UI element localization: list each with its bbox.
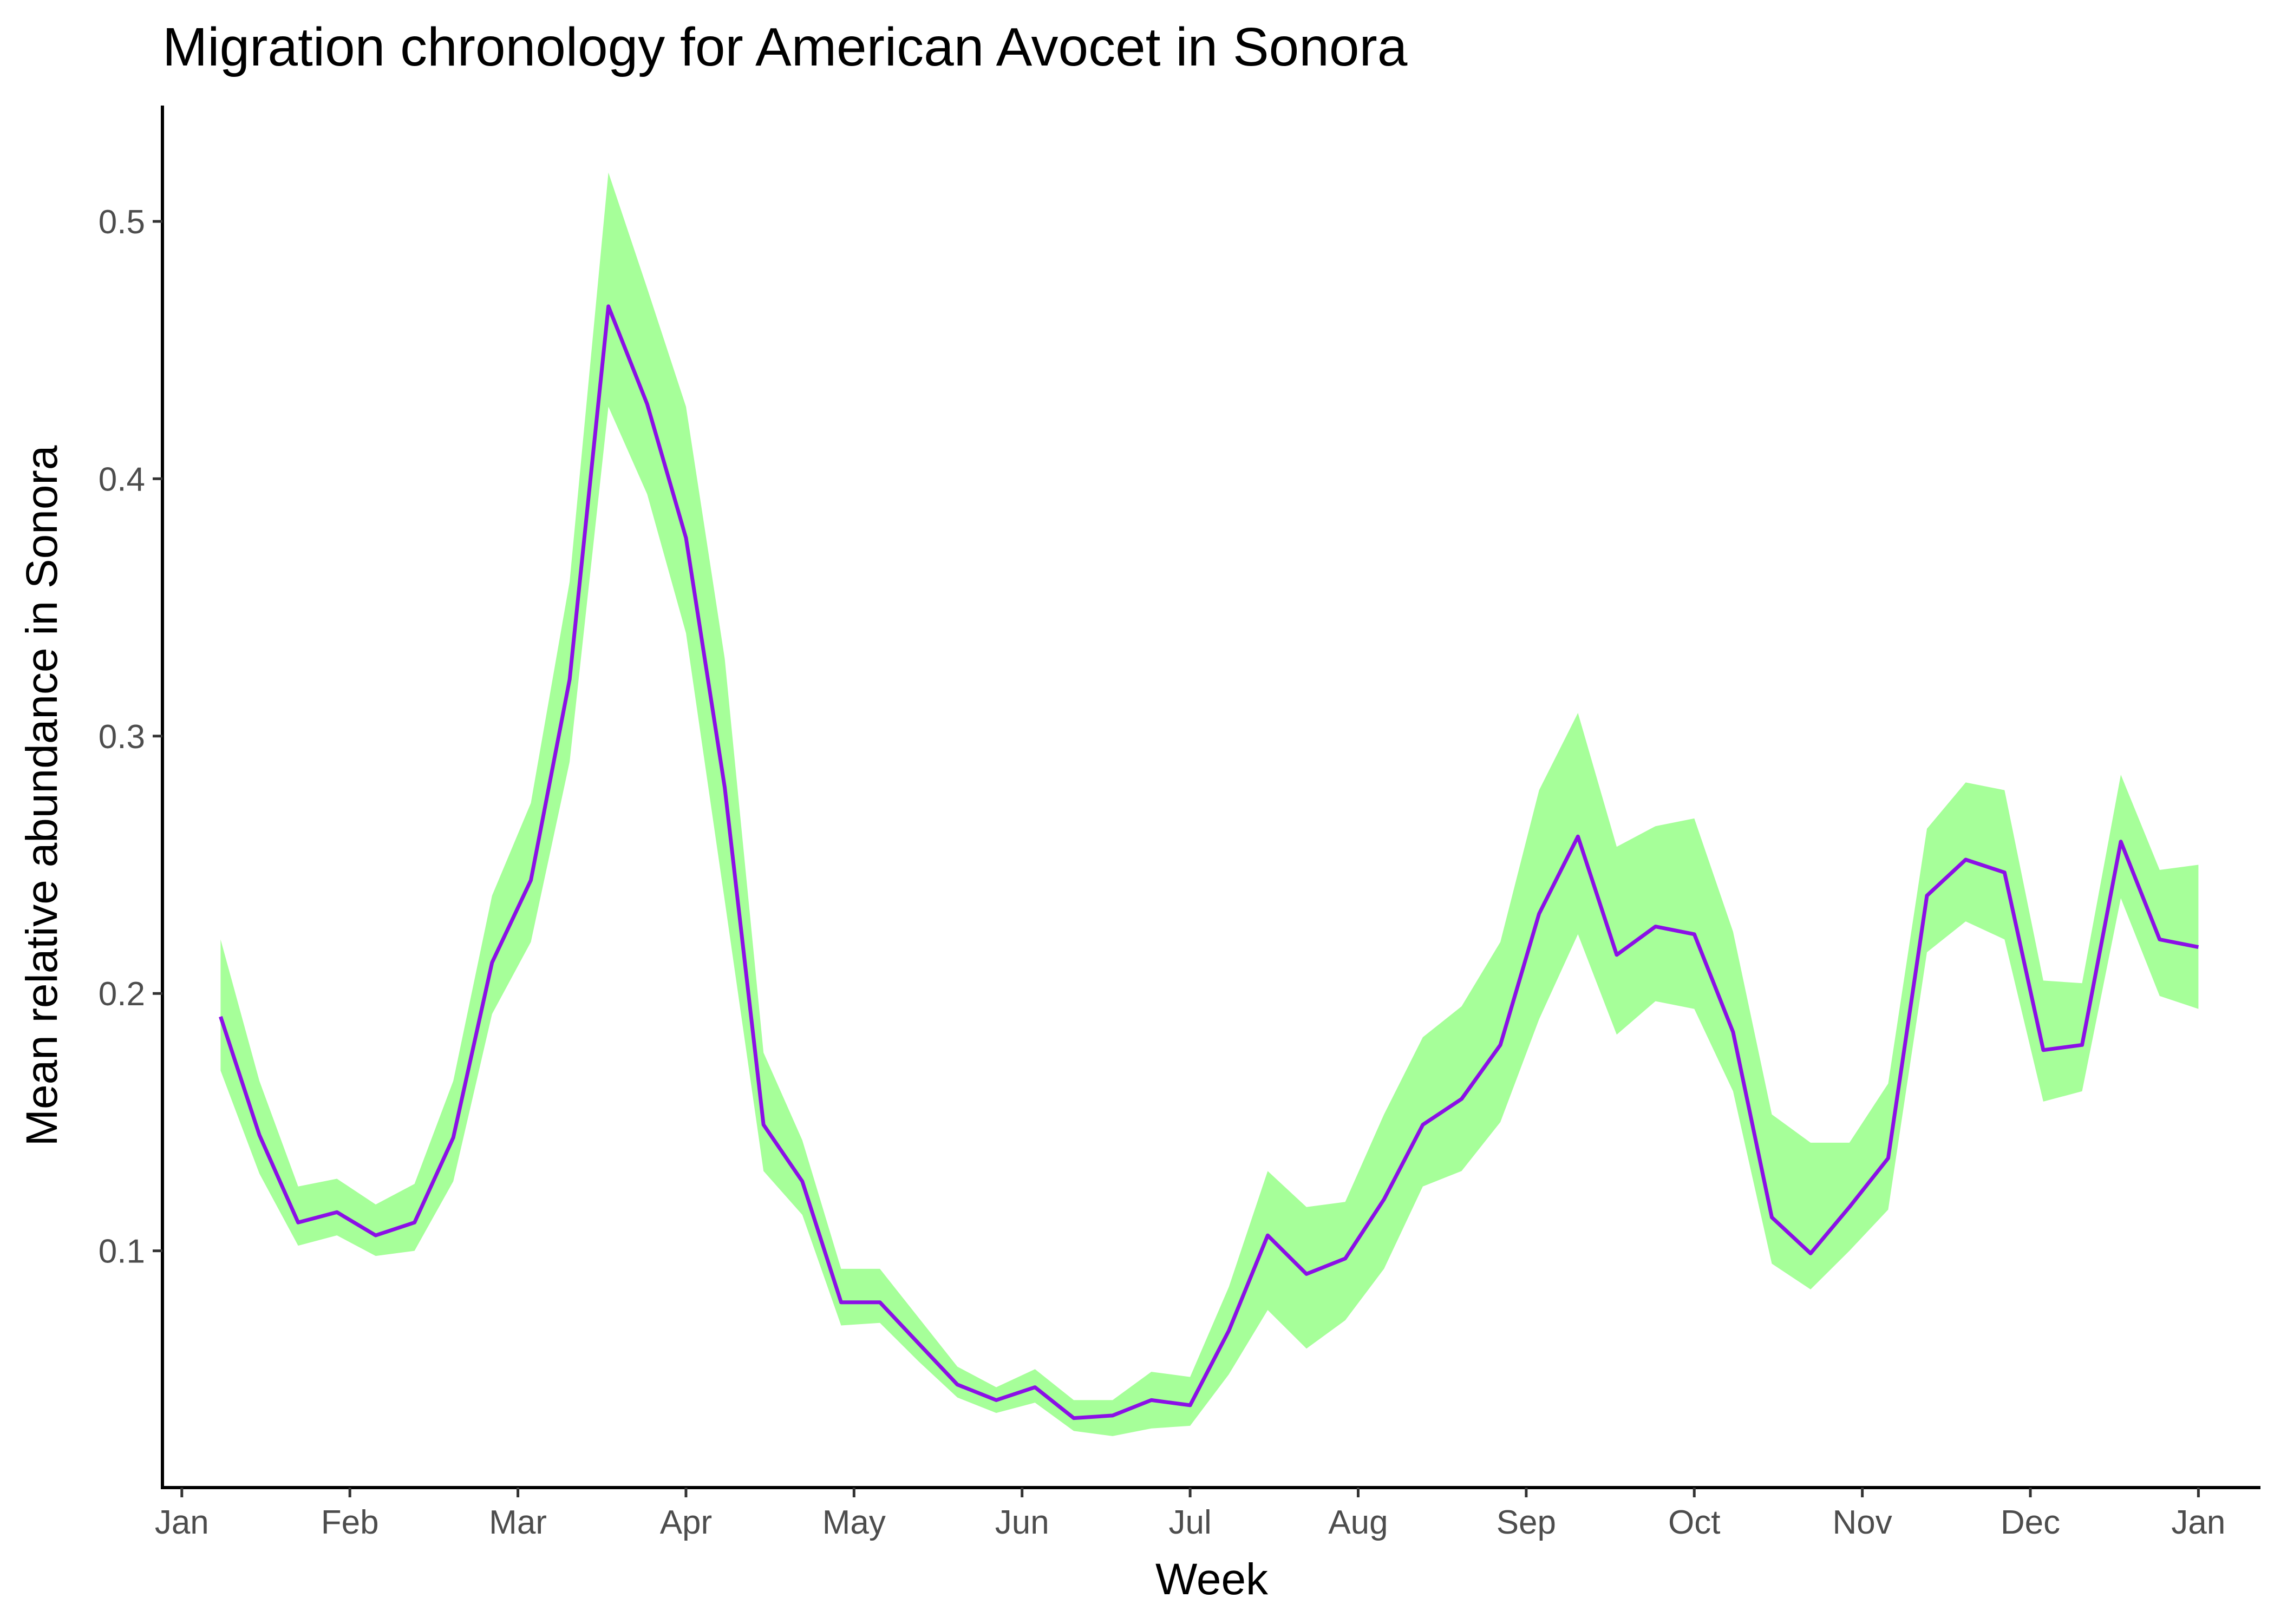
x-tick-label: Nov [1833, 1504, 1892, 1541]
x-tick-label: Feb [321, 1504, 379, 1541]
y-tick-label: 0.1 [99, 1233, 145, 1271]
x-axis-title: Week [1155, 1555, 1269, 1604]
x-tick-label: Jul [1168, 1504, 1211, 1541]
x-tick-label: Mar [489, 1504, 547, 1541]
x-tick-label: May [822, 1504, 886, 1541]
x-tick-label: Aug [1328, 1504, 1388, 1541]
x-tick-label: Jan [2171, 1504, 2225, 1541]
x-axis-ticks: Jan Feb Mar Apr May Jun Jul Aug Sep Oct Nov Dec Jan [155, 1488, 2225, 1541]
chart-title: Migration chronology for American Avocet… [162, 17, 1408, 77]
y-tick-label: 0.4 [99, 461, 145, 498]
x-tick-label: Dec [2001, 1504, 2060, 1541]
x-tick-label: Jan [155, 1504, 209, 1541]
confidence-band [220, 172, 2199, 1436]
y-axis-ticks: 0.1 0.2 0.3 0.4 0.5 [99, 204, 162, 1271]
y-axis-title: Mean relative abundance in Sonora [17, 445, 67, 1146]
x-tick-label: Apr [660, 1504, 712, 1541]
y-tick-label: 0.2 [99, 975, 145, 1013]
x-tick-label: Oct [1668, 1504, 1720, 1541]
y-tick-label: 0.5 [99, 204, 145, 241]
x-tick-label: Jun [995, 1504, 1049, 1541]
y-tick-label: 0.3 [99, 718, 145, 756]
x-tick-label: Sep [1497, 1504, 1556, 1541]
abundance-line [219, 304, 2199, 1420]
